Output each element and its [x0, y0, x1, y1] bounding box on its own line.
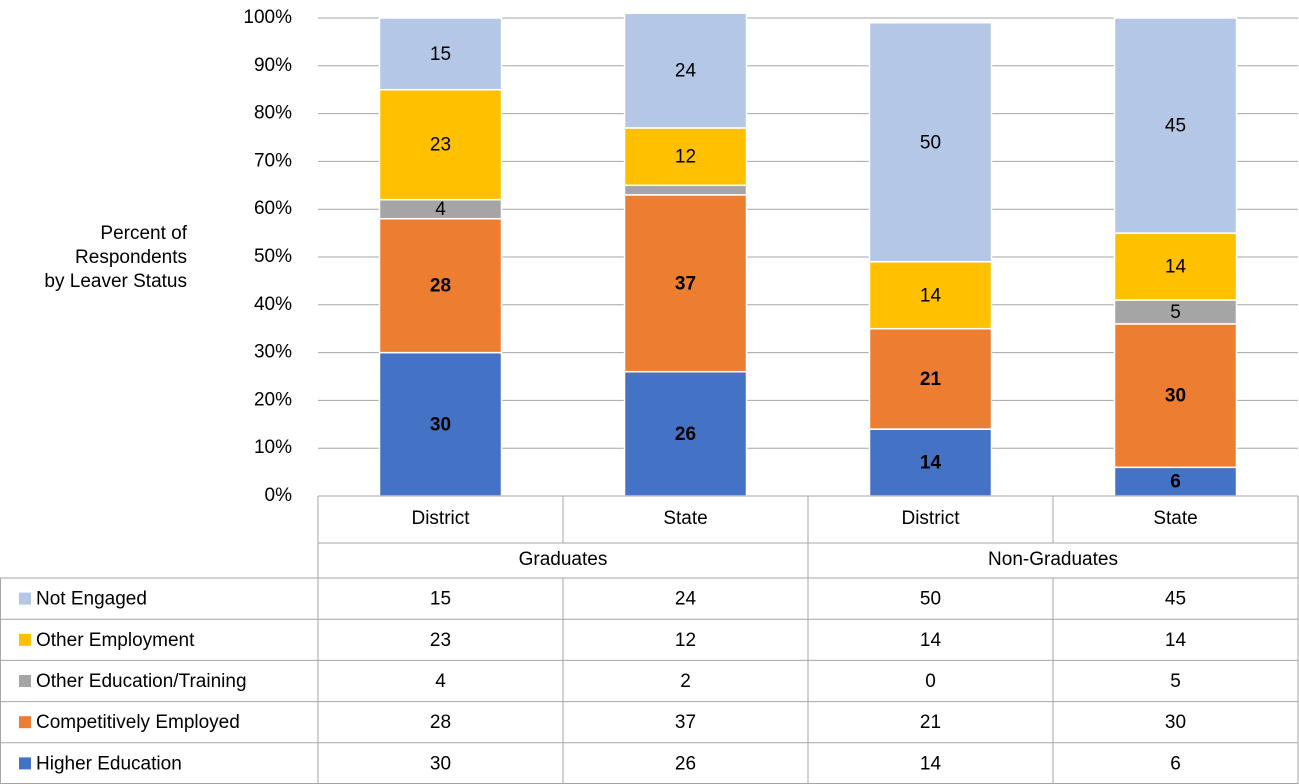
table-cell: 2	[680, 671, 691, 692]
bar-segment	[623, 194, 748, 373]
table-cell: 14	[920, 630, 942, 651]
data-label: 12	[675, 147, 696, 168]
table-cell: 6	[1170, 753, 1181, 774]
bar-segment	[623, 12, 748, 129]
legend-label: Competitively Employed	[36, 712, 240, 733]
table-cell: 28	[430, 712, 451, 733]
data-label: 30	[1165, 386, 1186, 407]
bar-segment	[868, 428, 993, 497]
y-tick-label: 10%	[254, 437, 292, 458]
data-label: 15	[430, 44, 451, 65]
y-tick-label: 60%	[254, 198, 292, 219]
data-label: 5	[1170, 302, 1181, 323]
y-tick-label: 80%	[254, 103, 292, 124]
data-label: 24	[675, 61, 697, 82]
table-cell: 5	[1170, 671, 1181, 692]
table-cell: 30	[430, 753, 451, 774]
table-cell: 12	[675, 630, 696, 651]
legend-swatch	[19, 716, 31, 729]
table-cell: 26	[675, 753, 696, 774]
y-axis-label: Respondents	[75, 247, 187, 268]
table-cell: 14	[1165, 630, 1187, 651]
table-cell: 23	[430, 630, 451, 651]
bar-segment	[1113, 232, 1238, 301]
y-tick-label: 70%	[254, 150, 292, 171]
y-tick-label: 30%	[254, 342, 292, 363]
bar-segment	[623, 370, 748, 497]
data-label: 50	[920, 132, 941, 153]
data-label: 6	[1170, 472, 1181, 493]
table-cell: 24	[675, 589, 697, 610]
y-tick-label: 90%	[254, 55, 292, 76]
table-cell: 21	[920, 712, 941, 733]
legend-swatch	[19, 757, 31, 770]
table-cell: 45	[1165, 589, 1186, 610]
group-label: Non-Graduates	[988, 549, 1118, 570]
legend-swatch	[19, 675, 31, 687]
legend-label: Other Employment	[36, 630, 195, 651]
legend-label: Higher Education	[36, 753, 182, 774]
y-tick-label: 100%	[243, 7, 292, 28]
bar-segment	[868, 261, 993, 330]
data-label: 37	[675, 273, 696, 294]
data-label: 26	[675, 424, 696, 445]
y-axis-label: by Leaver Status	[44, 271, 187, 292]
legend-label: Not Engaged	[36, 589, 147, 610]
bar-segment	[623, 127, 748, 187]
y-tick-label: 50%	[254, 246, 292, 267]
bar-segment	[623, 184, 748, 196]
data-label: 23	[430, 135, 451, 156]
legend-swatch	[19, 633, 31, 646]
bar-segment	[378, 351, 503, 497]
bar-segment	[1113, 17, 1238, 234]
x-tick-label: District	[901, 508, 960, 529]
data-label: 21	[920, 369, 942, 390]
table-cell: 15	[430, 589, 451, 610]
data-label: 14	[920, 453, 942, 474]
bar-segment	[868, 327, 993, 430]
x-tick-label: District	[411, 508, 470, 529]
bar-segment	[378, 17, 503, 91]
table-cell: 37	[675, 712, 696, 733]
y-axis-label: Percent of	[100, 223, 187, 244]
bar-segment	[1113, 323, 1238, 469]
data-label: 14	[920, 285, 942, 306]
data-label: 4	[435, 199, 446, 220]
y-tick-label: 20%	[254, 389, 292, 410]
bar-segment	[868, 22, 993, 263]
y-tick-label: 40%	[254, 294, 292, 315]
x-tick-label: State	[663, 508, 707, 529]
data-label: 14	[1165, 257, 1187, 278]
y-tick-label: 0%	[265, 485, 293, 506]
data-label: 28	[430, 276, 451, 297]
x-tick-label: State	[1153, 508, 1197, 529]
bar-segment	[378, 218, 503, 354]
data-label: 45	[1165, 116, 1186, 137]
legend-swatch	[19, 592, 31, 605]
bar-segment	[378, 88, 503, 201]
table-cell: 30	[1165, 712, 1186, 733]
table-cell: 14	[920, 753, 942, 774]
group-label: Graduates	[519, 549, 608, 570]
legend-label: Other Education/Training	[36, 671, 247, 692]
data-label: 30	[430, 414, 451, 435]
table-cell: 50	[920, 589, 941, 610]
table-cell: 0	[925, 671, 936, 692]
table-cell: 4	[435, 671, 446, 692]
